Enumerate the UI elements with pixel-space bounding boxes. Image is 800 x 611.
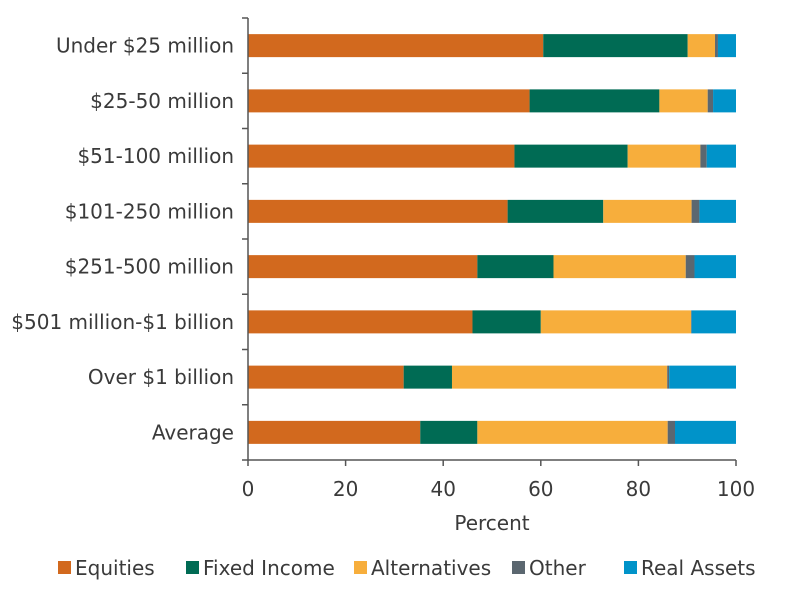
category-label: $101-250 million [65,199,234,223]
legend-swatch [186,561,199,574]
bar-segment [668,421,675,444]
bar-segment [248,89,530,112]
bar-segment [543,34,687,57]
legend-swatch [58,561,71,574]
bar-segment [692,200,700,223]
category-label: $251-500 million [65,255,234,279]
bar-segment [508,200,604,223]
legend-swatch [512,561,525,574]
x-tick-labels: 0 20 40 60 80 100 [242,477,755,501]
x-tick-label: 100 [717,477,755,501]
bar-segment [686,255,695,278]
bar-segment [477,421,667,444]
x-axis-title: Percent [454,511,529,535]
category-labels: Under $25 million $25-50 million $51-100 m… [11,34,234,445]
bar-segment [715,34,718,57]
bar-segment [530,89,660,112]
legend: Equities Fixed Income Alternatives Other Rea… [58,556,756,580]
bar-segment [713,89,736,112]
legend-label: Other [529,556,587,580]
bar-segment [248,145,514,168]
bar-segment [699,200,736,223]
bar-segment [708,89,713,112]
bar-segment [404,366,452,389]
x-tick-label: 0 [242,477,255,501]
legend-label: Alternatives [371,556,491,580]
bar-segment [669,366,736,389]
bar-segment [603,200,691,223]
bar-segment [472,310,540,333]
x-tick-label: 20 [333,477,358,501]
legend-swatch [624,561,637,574]
bar-segment [248,200,508,223]
category-label: Average [152,420,234,444]
bar-segment [248,34,543,57]
legend-swatch [354,561,367,574]
bar-segment [707,145,736,168]
bar-segment [659,89,707,112]
legend-label: Fixed Income [203,556,335,580]
bar-segment [628,145,701,168]
bar-segment [477,255,553,278]
category-label: $25-50 million [90,89,234,113]
bar-segment [688,34,715,57]
bar-segment [514,145,627,168]
bar-segment [452,366,667,389]
category-label: Under $25 million [56,34,234,58]
category-label: $501 million-$1 billion [11,310,234,334]
legend-label: Real Assets [641,556,756,580]
bar-segment [667,366,669,389]
axes [242,18,736,466]
bar-segment [248,310,472,333]
bar-segment [248,366,404,389]
bar-segment [541,310,691,333]
bar-segment [675,421,736,444]
x-tick-label: 40 [430,477,455,501]
bar-segment [700,145,706,168]
category-label: Over $1 billion [88,365,234,389]
bar-segment [553,255,685,278]
bar-segment [248,255,477,278]
x-tick-label: 60 [528,477,553,501]
bar-segment [692,310,736,333]
bars [248,34,736,444]
bar-segment [695,255,736,278]
bar-segment [718,34,736,57]
bar-segment [248,421,420,444]
legend-label: Equities [75,556,155,580]
bar-segment [420,421,477,444]
category-label: $51-100 million [77,144,234,168]
x-tick-label: 80 [626,477,651,501]
